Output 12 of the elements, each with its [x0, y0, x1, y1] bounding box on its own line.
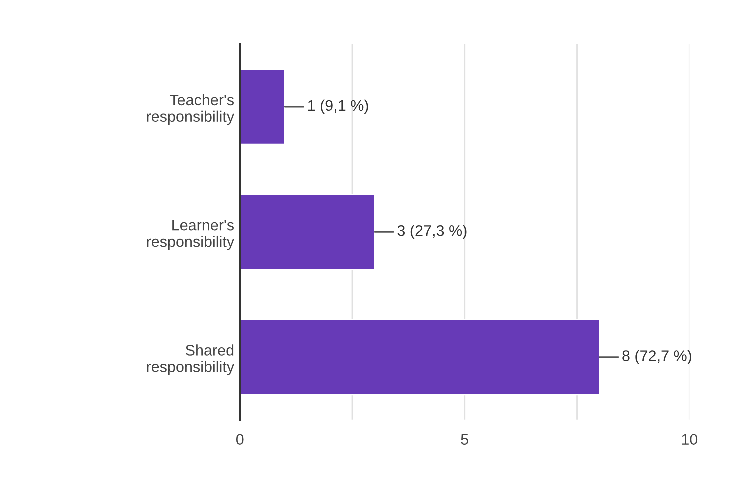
x-tick-label: 10 — [682, 434, 698, 446]
bar — [240, 319, 600, 396]
bar — [240, 68, 286, 146]
y-tick-label: Learner's responsibility — [147, 220, 235, 250]
x-tick-label: 5 — [461, 434, 468, 446]
data-label: 8 (72,7 %) — [622, 350, 692, 364]
data-label: 3 (27,3 %) — [398, 225, 467, 240]
y-tick-label: Teacher's responsibility — [147, 94, 235, 126]
x-tick-label: 0 — [236, 434, 244, 446]
bar — [240, 194, 376, 270]
data-label: 1 (9,1 %) — [308, 100, 368, 114]
y-tick-label: Shared responsibility — [147, 344, 235, 376]
